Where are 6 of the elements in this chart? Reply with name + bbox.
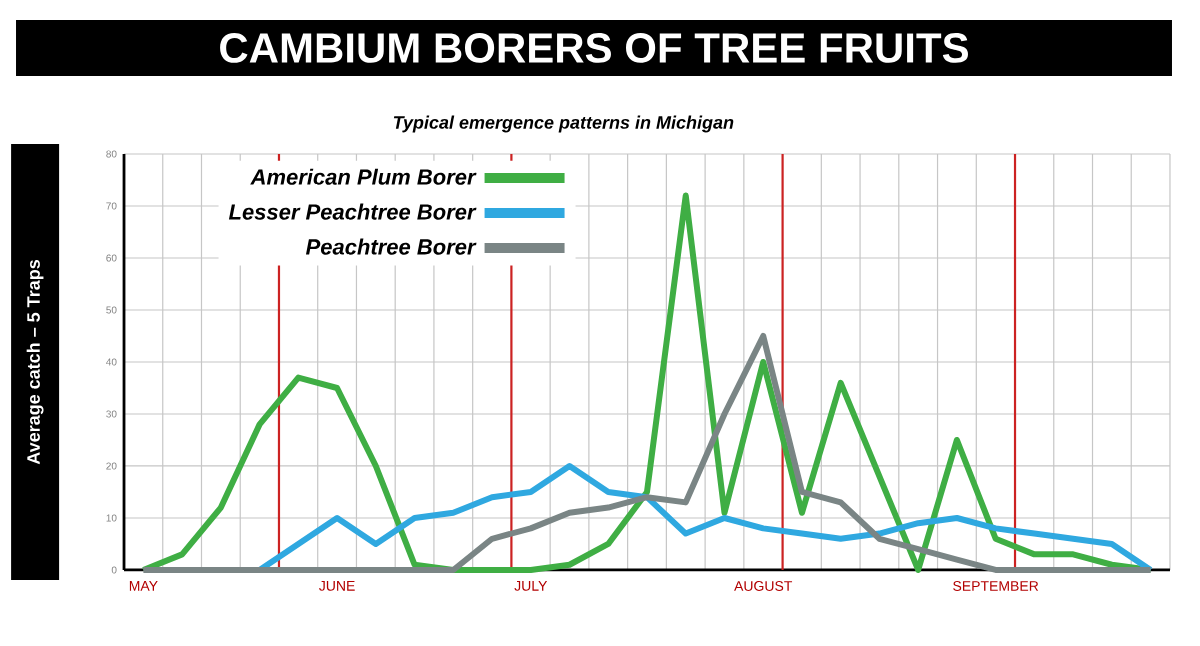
legend-label: American Plum Borer — [250, 168, 477, 185]
chart-title: CAMBIUM BORERS OF TREE FRUITS — [220, 33, 968, 63]
chart-subtitle: Typical emergence patterns in Michigan — [393, 115, 734, 133]
legend-label: Peachtree Borer — [305, 238, 477, 255]
legend-label: Lesser Peachtree Borer — [228, 203, 477, 220]
y-axis-title: Average catch – 5 Traps — [26, 260, 44, 465]
